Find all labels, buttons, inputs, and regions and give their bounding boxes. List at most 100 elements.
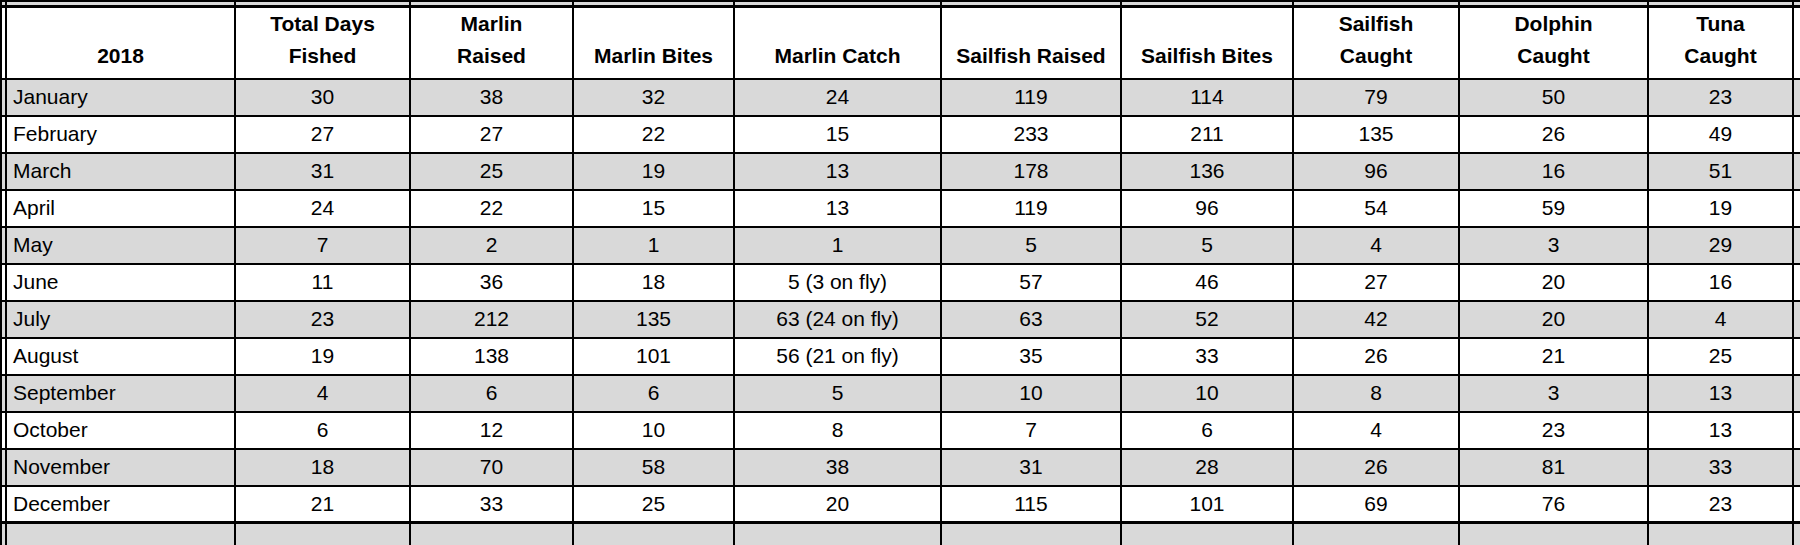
value-cell-sailfish_bites[interactable]: 96 — [1121, 190, 1293, 227]
value-cell-marlin_catch[interactable]: 8 — [734, 412, 941, 449]
value-cell-marlin_catch[interactable]: 15 — [734, 116, 941, 153]
header-cell-sailfish_caught[interactable]: Sailfish Caught — [1293, 6, 1459, 79]
value-cell-sailfish_raised[interactable]: 119 — [941, 79, 1121, 116]
month-cell[interactable]: February — [6, 116, 235, 153]
value-cell-sailfish_caught[interactable]: 79 — [1293, 79, 1459, 116]
value-cell-marlin_bites[interactable]: 1 — [573, 227, 734, 264]
value-cell-marlin_catch[interactable]: 13 — [734, 190, 941, 227]
value-cell-total_days_fished[interactable]: 24 — [235, 190, 410, 227]
value-cell-total_days_fished[interactable]: 31 — [235, 153, 410, 190]
value-cell-marlin_catch[interactable]: 38 — [734, 449, 941, 486]
value-cell-dolphin_caught[interactable]: 23 — [1459, 412, 1648, 449]
value-cell-total_days_fished[interactable]: 18 — [235, 449, 410, 486]
value-cell-sailfish_raised[interactable]: 5 — [941, 227, 1121, 264]
value-cell-tuna_caught[interactable]: 29 — [1648, 227, 1793, 264]
value-cell-sailfish_raised[interactable]: 7 — [941, 412, 1121, 449]
value-cell-tuna_caught[interactable]: 19 — [1648, 190, 1793, 227]
value-cell-marlin_catch[interactable]: 5 — [734, 375, 941, 412]
value-cell-tuna_caught[interactable]: 23 — [1648, 486, 1793, 523]
value-cell-dolphin_caught[interactable]: 59 — [1459, 190, 1648, 227]
value-cell-sailfish_raised[interactable]: 119 — [941, 190, 1121, 227]
header-cell-marlin_bites[interactable]: Marlin Bites — [573, 6, 734, 79]
value-cell-sailfish_caught[interactable]: 69 — [1293, 486, 1459, 523]
header-cell-sailfish_bites[interactable]: Sailfish Bites — [1121, 6, 1293, 79]
value-cell-sailfish_bites[interactable]: 101 — [1121, 486, 1293, 523]
value-cell-sailfish_caught[interactable]: 96 — [1293, 153, 1459, 190]
value-cell-marlin_bites[interactable]: 19 — [573, 153, 734, 190]
value-cell-sailfish_bites[interactable]: 33 — [1121, 338, 1293, 375]
value-cell-marlin_catch[interactable]: 20 — [734, 486, 941, 523]
value-cell-marlin_catch[interactable]: 5 (3 on fly) — [734, 264, 941, 301]
value-cell-dolphin_caught[interactable]: 50 — [1459, 79, 1648, 116]
value-cell-marlin_catch[interactable]: 63 (24 on fly) — [734, 301, 941, 338]
header-cell-marlin_raised[interactable]: Marlin Raised — [410, 6, 573, 79]
value-cell-dolphin_caught[interactable]: 26 — [1459, 116, 1648, 153]
value-cell-sailfish_raised[interactable]: 57 — [941, 264, 1121, 301]
value-cell-dolphin_caught[interactable]: 16 — [1459, 153, 1648, 190]
header-cell-month[interactable]: 2018 — [6, 6, 235, 79]
month-cell[interactable]: March — [6, 153, 235, 190]
value-cell-sailfish_bites[interactable]: 28 — [1121, 449, 1293, 486]
value-cell-sailfish_raised[interactable]: 115 — [941, 486, 1121, 523]
month-cell[interactable]: December — [6, 486, 235, 523]
value-cell-marlin_bites[interactable]: 58 — [573, 449, 734, 486]
value-cell-marlin_raised[interactable]: 27 — [410, 116, 573, 153]
value-cell-dolphin_caught[interactable]: 20 — [1459, 264, 1648, 301]
value-cell-total_days_fished[interactable]: 4 — [235, 375, 410, 412]
value-cell-sailfish_bites[interactable]: 114 — [1121, 79, 1293, 116]
header-cell-sailfish_raised[interactable]: Sailfish Raised — [941, 6, 1121, 79]
value-cell-marlin_bites[interactable]: 10 — [573, 412, 734, 449]
month-cell[interactable]: September — [6, 375, 235, 412]
value-cell-sailfish_raised[interactable]: 63 — [941, 301, 1121, 338]
value-cell-marlin_raised[interactable]: 12 — [410, 412, 573, 449]
value-cell-sailfish_caught[interactable]: 4 — [1293, 227, 1459, 264]
value-cell-sailfish_bites[interactable]: 5 — [1121, 227, 1293, 264]
value-cell-sailfish_caught[interactable]: 54 — [1293, 190, 1459, 227]
value-cell-sailfish_caught[interactable]: 42 — [1293, 301, 1459, 338]
value-cell-total_days_fished[interactable]: 23 — [235, 301, 410, 338]
value-cell-sailfish_caught[interactable]: 135 — [1293, 116, 1459, 153]
value-cell-dolphin_caught[interactable]: 21 — [1459, 338, 1648, 375]
value-cell-marlin_raised[interactable]: 25 — [410, 153, 573, 190]
value-cell-marlin_raised[interactable]: 38 — [410, 79, 573, 116]
value-cell-sailfish_raised[interactable]: 178 — [941, 153, 1121, 190]
value-cell-tuna_caught[interactable]: 4 — [1648, 301, 1793, 338]
value-cell-marlin_bites[interactable]: 101 — [573, 338, 734, 375]
value-cell-tuna_caught[interactable]: 49 — [1648, 116, 1793, 153]
value-cell-dolphin_caught[interactable]: 81 — [1459, 449, 1648, 486]
value-cell-total_days_fished[interactable]: 27 — [235, 116, 410, 153]
header-cell-total_days_fished[interactable]: Total Days Fished — [235, 6, 410, 79]
value-cell-sailfish_caught[interactable]: 26 — [1293, 338, 1459, 375]
value-cell-sailfish_bites[interactable]: 211 — [1121, 116, 1293, 153]
value-cell-dolphin_caught[interactable]: 76 — [1459, 486, 1648, 523]
value-cell-total_days_fished[interactable]: 6 — [235, 412, 410, 449]
value-cell-marlin_bites[interactable]: 32 — [573, 79, 734, 116]
month-cell[interactable]: October — [6, 412, 235, 449]
value-cell-sailfish_raised[interactable]: 233 — [941, 116, 1121, 153]
value-cell-sailfish_bites[interactable]: 52 — [1121, 301, 1293, 338]
value-cell-sailfish_bites[interactable]: 6 — [1121, 412, 1293, 449]
header-cell-dolphin_caught[interactable]: Dolphin Caught — [1459, 6, 1648, 79]
month-cell[interactable]: May — [6, 227, 235, 264]
value-cell-total_days_fished[interactable]: 7 — [235, 227, 410, 264]
value-cell-total_days_fished[interactable]: 21 — [235, 486, 410, 523]
value-cell-marlin_bites[interactable]: 22 — [573, 116, 734, 153]
month-cell[interactable]: August — [6, 338, 235, 375]
value-cell-marlin_raised[interactable]: 22 — [410, 190, 573, 227]
value-cell-marlin_raised[interactable]: 138 — [410, 338, 573, 375]
month-cell[interactable]: June — [6, 264, 235, 301]
value-cell-sailfish_bites[interactable]: 46 — [1121, 264, 1293, 301]
value-cell-tuna_caught[interactable]: 13 — [1648, 375, 1793, 412]
value-cell-sailfish_raised[interactable]: 35 — [941, 338, 1121, 375]
value-cell-marlin_catch[interactable]: 1 — [734, 227, 941, 264]
value-cell-total_days_fished[interactable]: 19 — [235, 338, 410, 375]
value-cell-sailfish_bites[interactable]: 136 — [1121, 153, 1293, 190]
value-cell-total_days_fished[interactable]: 30 — [235, 79, 410, 116]
value-cell-tuna_caught[interactable]: 16 — [1648, 264, 1793, 301]
value-cell-tuna_caught[interactable]: 51 — [1648, 153, 1793, 190]
value-cell-marlin_raised[interactable]: 212 — [410, 301, 573, 338]
value-cell-dolphin_caught[interactable]: 3 — [1459, 227, 1648, 264]
value-cell-sailfish_bites[interactable]: 10 — [1121, 375, 1293, 412]
value-cell-marlin_catch[interactable]: 56 (21 on fly) — [734, 338, 941, 375]
value-cell-sailfish_raised[interactable]: 10 — [941, 375, 1121, 412]
